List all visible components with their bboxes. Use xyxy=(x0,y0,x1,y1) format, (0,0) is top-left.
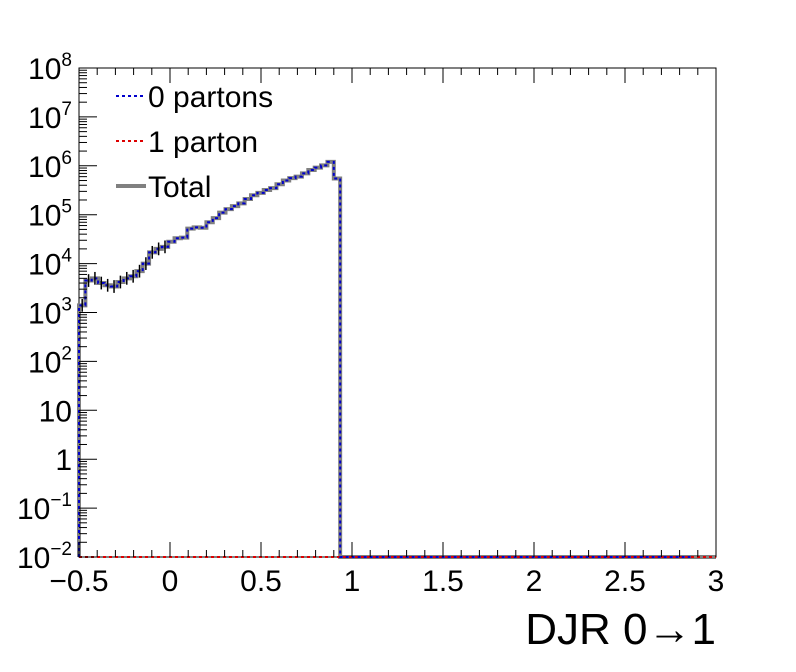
x-tick-label: 3 xyxy=(708,565,725,598)
x-tick-label: 2 xyxy=(526,565,543,598)
y-tick-label: 107 xyxy=(28,99,72,135)
y-tick-label: 105 xyxy=(28,197,72,233)
x-tick-label: −0.5 xyxy=(49,565,108,598)
series-line-total xyxy=(77,159,716,559)
legend: 0 partons 1 parton Total xyxy=(116,81,273,204)
x-tick-label: 0.5 xyxy=(240,565,282,598)
x-tick-label: 1.5 xyxy=(422,565,464,598)
y-tick-label: 102 xyxy=(28,343,72,379)
legend-label: 1 parton xyxy=(148,126,258,159)
x-tick-label: 2.5 xyxy=(604,565,646,598)
histogram-layer xyxy=(77,159,716,559)
legend-label: 0 partons xyxy=(148,81,273,114)
y-tick-label: 103 xyxy=(28,295,72,331)
x-tick-label: 1 xyxy=(344,565,361,598)
series-line-0-partons xyxy=(78,160,691,558)
y-tick-label: 108 xyxy=(28,50,72,86)
y-tick-label: 104 xyxy=(28,246,72,282)
x-axis-title: DJR 0→1 xyxy=(525,605,716,654)
tick-labels: −0.5 0 0.5 1 1.5 2 2.5 3 10−2 10−1 1 10 102 103 104 105… xyxy=(17,50,724,598)
y-tick-label: 1 xyxy=(55,444,72,477)
y-tick-label: 10−1 xyxy=(17,490,72,526)
axis-ticks xyxy=(78,67,717,558)
y-tick-label: 10−2 xyxy=(17,539,72,575)
y-tick-label: 10 xyxy=(39,395,72,428)
legend-label: Total xyxy=(148,171,211,204)
y-tick-label: 106 xyxy=(28,148,72,184)
x-tick-label: 0 xyxy=(162,565,179,598)
